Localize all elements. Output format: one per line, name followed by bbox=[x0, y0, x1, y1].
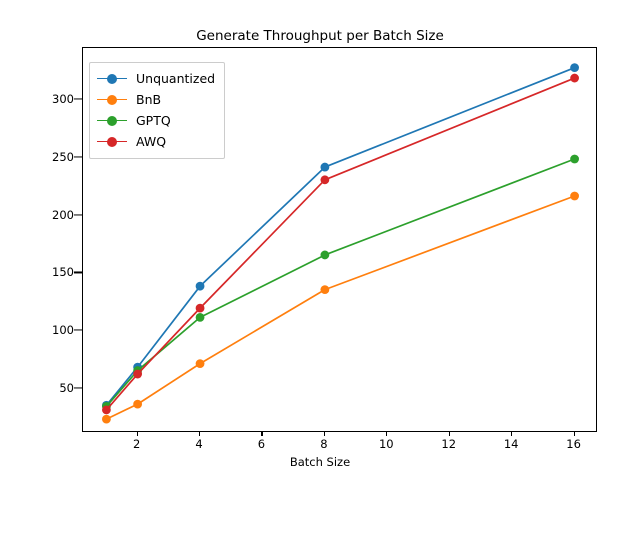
chart-title: Generate Throughput per Batch Size bbox=[196, 28, 444, 44]
x-tick-label: 12 bbox=[441, 437, 457, 451]
plot-lines bbox=[102, 63, 579, 424]
legend-item-bnb[interactable]: BnB bbox=[97, 89, 215, 110]
y-tick-label: 300 bbox=[52, 92, 74, 107]
x-tick-mark bbox=[323, 432, 325, 436]
legend-label: Unquantized bbox=[136, 71, 216, 86]
x-axis-tick-labels: 2 4 6 8 10 12 14 16 bbox=[132, 432, 581, 451]
legend-item-unquantized[interactable]: Unquantized bbox=[97, 68, 215, 89]
x-tick-label: 8 bbox=[320, 437, 328, 451]
x-tick-mark bbox=[448, 432, 450, 436]
data-point bbox=[195, 303, 205, 313]
x-tick-mark bbox=[386, 432, 388, 436]
data-point bbox=[320, 175, 330, 185]
x-tick-label: 4 bbox=[195, 437, 203, 451]
data-point bbox=[570, 191, 579, 201]
y-tick-mark bbox=[74, 98, 82, 100]
x-tick-mark bbox=[511, 432, 513, 436]
x-tick-label: 14 bbox=[503, 437, 519, 451]
legend-item-gptq[interactable]: GPTQ bbox=[97, 110, 215, 131]
y-tick-mark bbox=[74, 387, 82, 389]
y-tick-mark bbox=[74, 156, 82, 158]
y-tick-mark bbox=[74, 329, 82, 331]
data-point bbox=[102, 414, 111, 424]
data-point bbox=[195, 312, 205, 322]
legend-label: GPTQ bbox=[136, 113, 171, 128]
data-point bbox=[320, 285, 330, 295]
series-awq bbox=[102, 73, 579, 415]
data-point bbox=[320, 162, 330, 172]
x-tick-mark bbox=[573, 432, 575, 436]
x-tick-label: 10 bbox=[378, 437, 394, 451]
legend-label: AWQ bbox=[136, 134, 167, 149]
data-point bbox=[320, 250, 330, 260]
legend-label: BnB bbox=[136, 92, 162, 107]
x-tick-label: 6 bbox=[257, 437, 266, 451]
y-tick-label: 100 bbox=[52, 323, 74, 338]
y-tick-label: 150 bbox=[52, 265, 74, 280]
data-point bbox=[102, 405, 111, 415]
legend-marker-icon bbox=[97, 136, 127, 148]
legend-item-awq[interactable]: AWQ bbox=[97, 131, 215, 152]
x-tick-mark bbox=[136, 432, 138, 436]
data-point bbox=[195, 359, 205, 369]
data-point bbox=[133, 399, 143, 409]
x-tick-label: 16 bbox=[566, 437, 581, 451]
x-tick-mark bbox=[261, 432, 263, 436]
data-point bbox=[570, 63, 579, 73]
y-tick-mark bbox=[74, 214, 82, 216]
chart-legend: Unquantized BnB GPTQ AWQ bbox=[89, 62, 226, 159]
y-tick-mark bbox=[74, 271, 82, 273]
y-axis-tick-labels: 50 100 150 200 250 300 bbox=[30, 0, 82, 480]
chart-figure: Generate Throughput per Batch Size 50 100… bbox=[30, 0, 597, 480]
y-tick-label: 200 bbox=[52, 207, 74, 222]
data-point bbox=[570, 73, 579, 83]
data-point bbox=[570, 154, 579, 164]
legend-marker-icon bbox=[97, 73, 127, 85]
series-bnb bbox=[102, 191, 579, 424]
y-tick-label: 50 bbox=[59, 381, 74, 396]
data-point bbox=[195, 281, 205, 291]
x-tick-mark bbox=[199, 432, 201, 436]
legend-marker-icon bbox=[97, 115, 127, 127]
x-tick-label: 2 bbox=[132, 437, 141, 451]
legend-marker-icon bbox=[97, 94, 127, 106]
x-axis-label: Batch Size bbox=[289, 455, 351, 469]
data-point bbox=[133, 369, 143, 379]
y-tick-label: 250 bbox=[52, 149, 74, 164]
